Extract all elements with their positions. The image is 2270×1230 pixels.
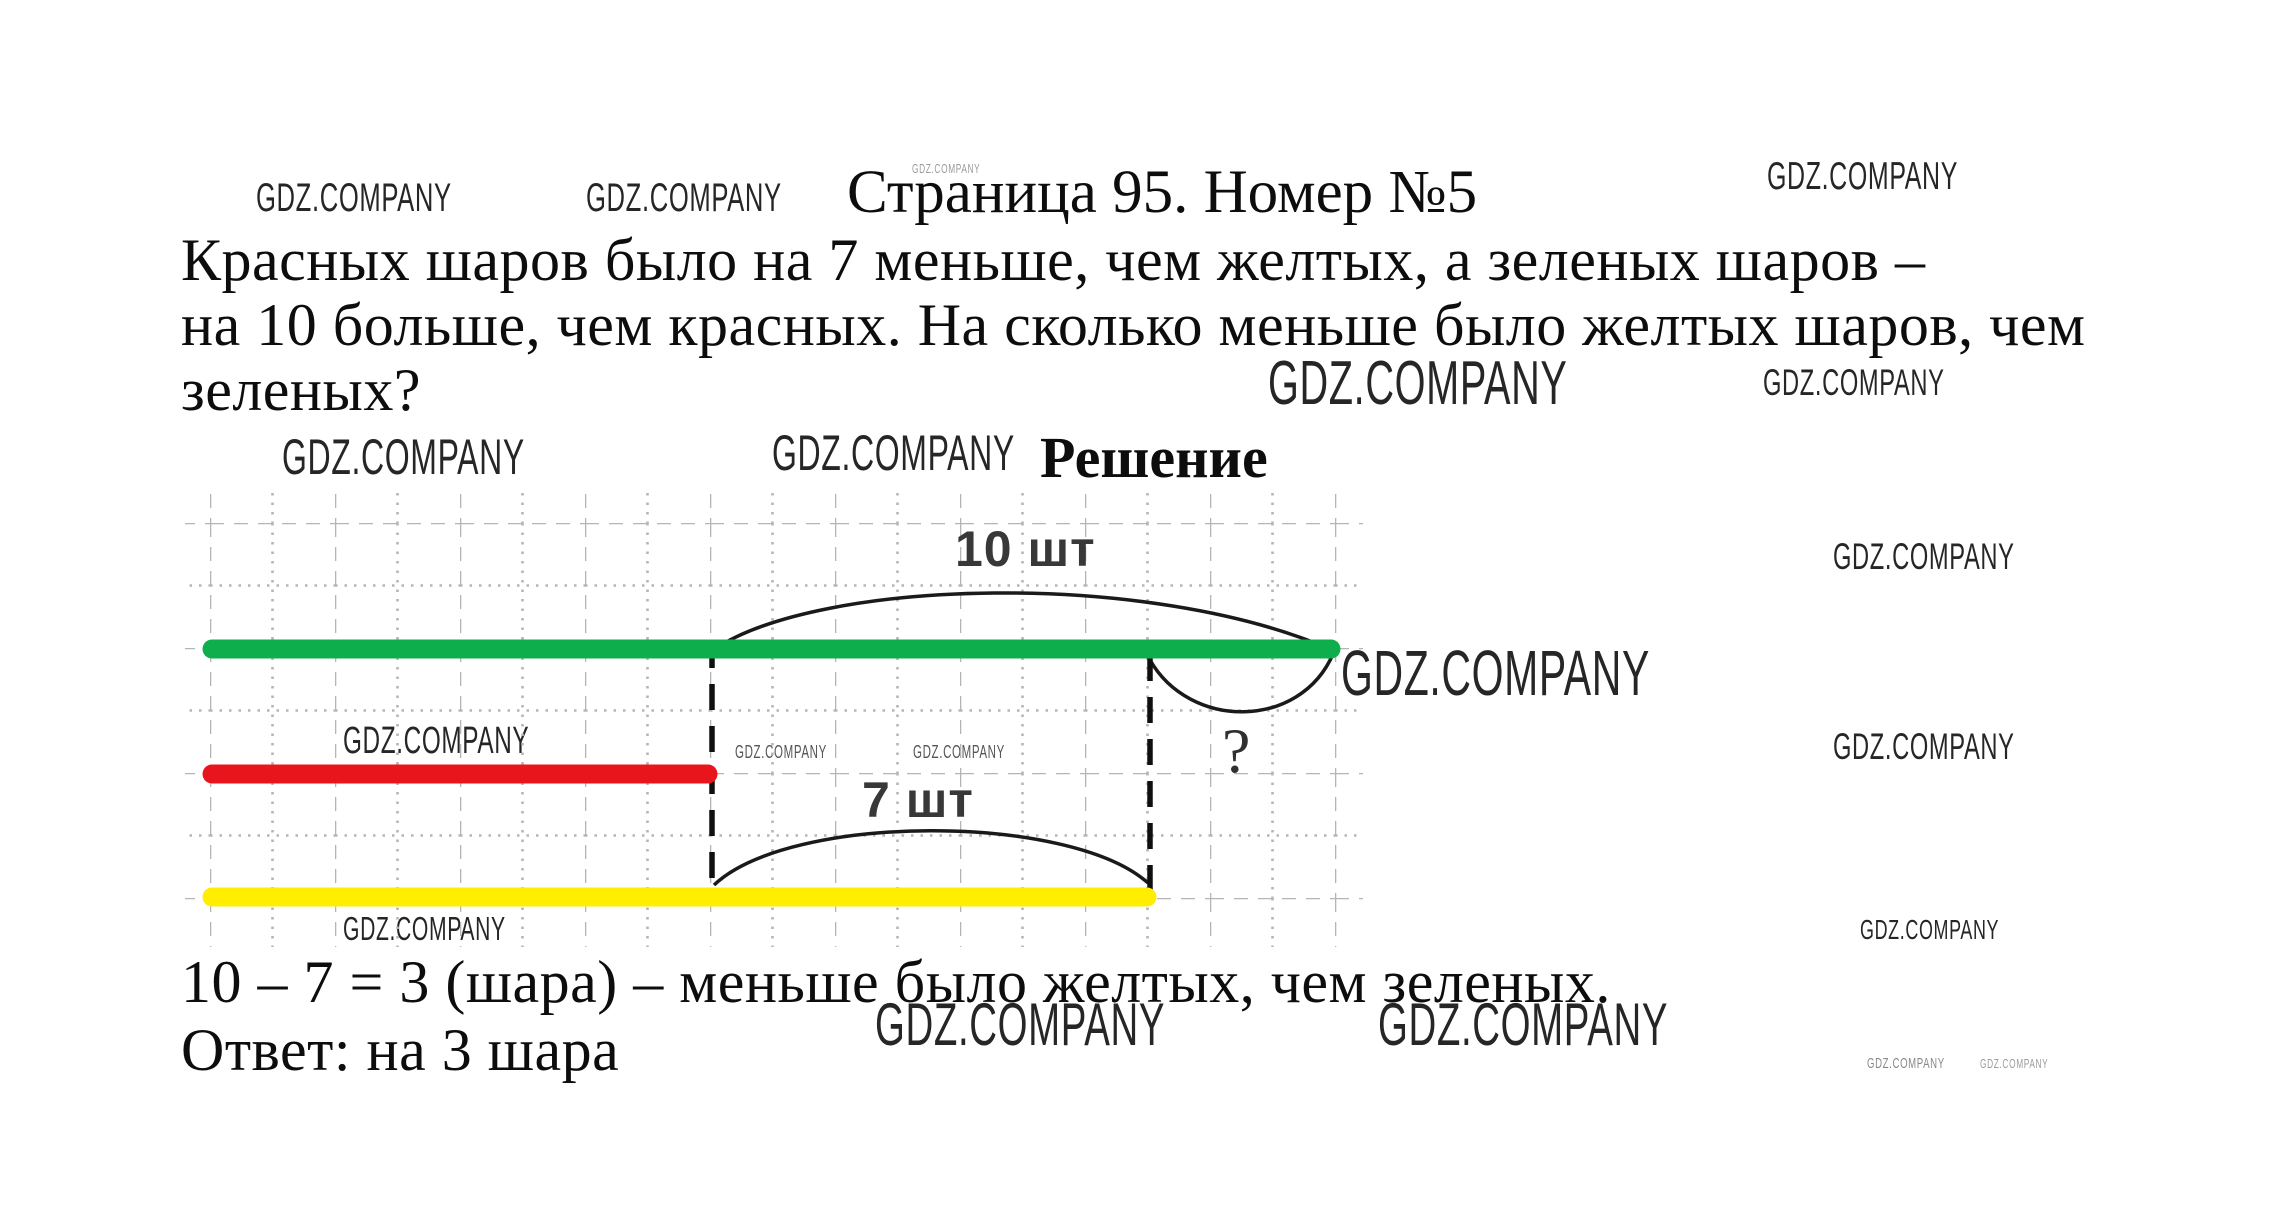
ten-count-arc	[712, 591, 1333, 652]
gdz-watermark: GDZ.COMPANY	[1767, 155, 1959, 198]
problem-text-line-1: Красных шаров было на 7 меньше, чем желт…	[181, 227, 1926, 293]
problem-text-line-3: зеленых?	[181, 357, 421, 423]
diagram-grid	[185, 487, 1363, 947]
gdz-watermark: GDZ.COMPANY	[1378, 991, 1669, 1058]
gdz-watermark: GDZ.COMPANY	[586, 176, 782, 220]
page-title: Страница 95. Номер №5	[847, 159, 1478, 226]
gdz-watermark: GDZ.COMPANY	[772, 425, 1015, 481]
seven-count-label: 7 шт	[862, 772, 974, 828]
gdz-watermark: GDZ.COMPANY	[1833, 726, 2015, 767]
question-mark-label: ?	[1222, 715, 1250, 786]
gdz-watermark: GDZ.COMPANY	[912, 161, 981, 176]
gdz-watermark: GDZ.COMPANY	[1833, 536, 2015, 577]
problem-text-line-2: на 10 больше, чем красных. На сколько ме…	[181, 292, 2086, 358]
ten-count-label: 10 шт	[955, 521, 1096, 577]
gdz-watermark: GDZ.COMPANY	[256, 176, 452, 220]
gdz-watermark: GDZ.COMPANY	[875, 991, 1166, 1058]
solution-answer: Ответ: на 3 шара	[181, 1017, 620, 1083]
solution-heading: Решение	[1040, 425, 1268, 490]
gdz-watermark: GDZ.COMPANY	[1268, 349, 1568, 418]
solution-equation: 10 – 7 = 3 (шара) – меньше было желтых, …	[181, 949, 1611, 1015]
seven-count-arc	[712, 829, 1150, 887]
gdz-watermark: GDZ.COMPANY	[1867, 1055, 1945, 1072]
gdz-watermark: GDZ.COMPANY	[1763, 362, 1945, 403]
gdz-watermark: GDZ.COMPANY	[1341, 637, 1650, 709]
difference-arc	[1148, 653, 1335, 714]
gdz-watermark: GDZ.COMPANY	[282, 429, 525, 485]
gdz-watermark: GDZ.COMPANY	[1980, 1056, 2049, 1071]
gdz-watermark: GDZ.COMPANY	[1860, 914, 2000, 945]
